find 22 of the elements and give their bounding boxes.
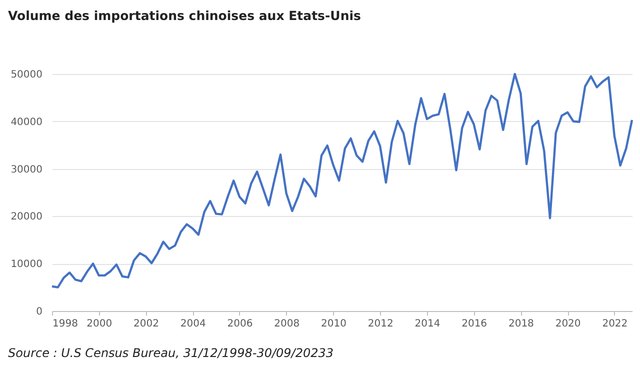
line-series	[50, 72, 634, 288]
chart-title: Volume des importations chinoises aux Etats-Unis	[8, 8, 361, 23]
y-tick-label: 50000	[10, 70, 42, 80]
x-tick-label: 2002	[134, 318, 159, 330]
x-tick-label: 1998	[52, 318, 78, 330]
x-tick-label: 2006	[227, 318, 253, 330]
y-tick-label: 20000	[10, 212, 42, 223]
x-tick-label: 2010	[320, 318, 346, 330]
x-tick-label: 2014	[414, 318, 440, 330]
source-note: Source : U.S Census Bureau, 31/12/1998-30/09/20233	[8, 346, 334, 360]
x-tick-label: 2004	[180, 318, 206, 330]
x-tick-label: 2020	[555, 318, 581, 330]
y-tick-label: 40000	[10, 116, 42, 128]
x-tick-label: 2018	[508, 318, 534, 330]
y-tick-label: 10000	[10, 259, 42, 270]
x-tick-label: 2012	[368, 318, 394, 330]
x-tick-label: 2000	[86, 318, 112, 330]
x-tick-label: 2008	[274, 318, 300, 330]
x-tick-label: 2016	[462, 318, 488, 330]
y-tick-label: 0	[36, 306, 42, 318]
x-tick-label: 2022	[602, 318, 628, 330]
y-tick-label: 30000	[10, 164, 42, 176]
